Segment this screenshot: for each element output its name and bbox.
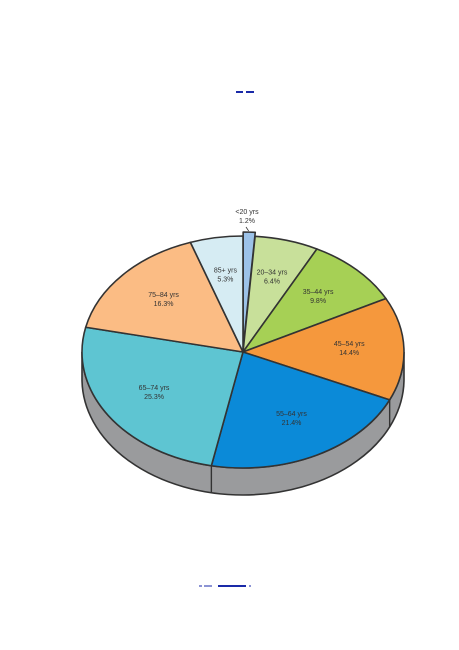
slice-label-20-34-yrs: 20–34 yrs [257,269,288,276]
pie-slice-85-yrs [189,235,244,353]
pie-slice-75-84-yrs [84,241,244,353]
pie-slice-35-44-yrs [242,248,387,353]
slice-value-65-74-yrs: 25.3% [144,394,164,401]
slice-label-65-74-yrs: 65–74 yrs [139,385,170,392]
slice-label-85-yrs: 85+ yrs [214,267,238,274]
slice-value-20-yrs: 1.2% [239,218,255,225]
slice-value-20-34-yrs: 6.4% [264,278,280,285]
pie-slice-45-54-yrs [242,297,405,401]
slice-value-75-84-yrs: 16.3% [154,301,174,308]
leader-line-20-yrs [245,226,250,232]
pie-slices [81,231,405,469]
slice-label-20-yrs: <20 yrs [235,209,259,216]
slice-value-55-64-yrs: 21.4% [282,420,302,427]
pie-slice-55-64-yrs [210,351,391,469]
slice-label-45-54-yrs: 45–54 yrs [334,341,365,348]
slice-value-45-54-yrs: 14.4% [339,350,359,357]
slice-label-75-84-yrs: 75–84 yrs [148,292,179,299]
slice-label-35-44-yrs: 35–44 yrs [303,289,334,296]
slice-label-55-64-yrs: 55–64 yrs [276,411,307,418]
pie-slice-65-74-yrs [81,326,244,467]
pie-labels: <20 yrs 1.2% 20–34 yrs 6.4% 35–44 yrs 9.8% 45–… [139,209,365,427]
slice-value-85-yrs: 5.3% [217,276,233,283]
slice-value-35-44-yrs: 9.8% [310,298,326,305]
